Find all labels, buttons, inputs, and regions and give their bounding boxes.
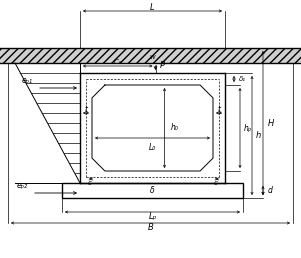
Text: C₂: C₂ bbox=[114, 59, 122, 65]
Text: t: t bbox=[218, 104, 221, 114]
Text: H: H bbox=[268, 118, 274, 127]
Text: δ₁: δ₁ bbox=[239, 76, 246, 82]
Bar bbox=[0, 48, 301, 63]
Text: t: t bbox=[85, 104, 88, 114]
Text: d: d bbox=[268, 186, 273, 195]
Text: w: w bbox=[150, 54, 155, 60]
Text: eₚ₁: eₚ₁ bbox=[22, 76, 33, 85]
Text: L: L bbox=[150, 3, 155, 12]
Bar bbox=[62, 183, 243, 198]
Text: L₀: L₀ bbox=[149, 143, 156, 152]
Text: P: P bbox=[160, 60, 165, 69]
Text: Lₚ: Lₚ bbox=[148, 213, 157, 222]
Text: h: h bbox=[256, 131, 261, 140]
Text: c: c bbox=[88, 180, 92, 186]
Text: eₚ₂: eₚ₂ bbox=[17, 181, 28, 190]
Text: c: c bbox=[214, 180, 217, 186]
Text: h₀: h₀ bbox=[170, 124, 178, 133]
Text: B: B bbox=[147, 223, 154, 232]
Text: hₚ: hₚ bbox=[244, 124, 252, 133]
Text: δ: δ bbox=[150, 186, 155, 195]
